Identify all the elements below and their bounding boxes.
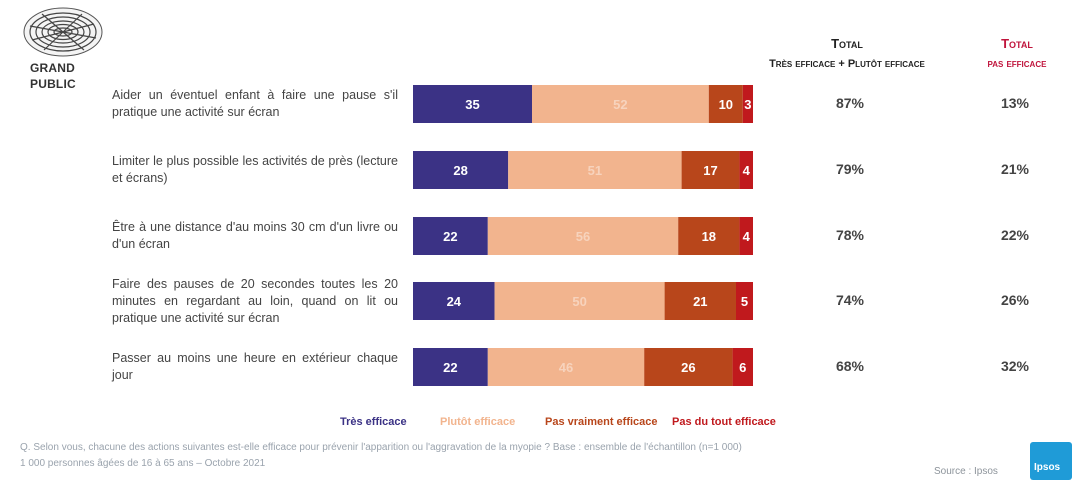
bar-segment [678,217,740,255]
bar-data-label: 35 [465,97,479,112]
total-efficace-header: Total Très efficace + Plutôt efficace [752,34,942,74]
bar-data-label: 24 [447,294,462,309]
bar-data-label: 52 [613,97,627,112]
bar-data-label: 22 [443,229,457,244]
bar-data-label: 6 [739,360,746,375]
bar-data-label: 28 [453,163,467,178]
total-efficace-title: Total [831,36,863,51]
total-efficace-value: 68% [835,358,865,374]
bar-segment [681,151,740,189]
bar-segment [487,348,645,386]
total-pas-efficace-subtitle: pas efficace [987,58,1047,70]
bar-data-label: 50 [572,294,586,309]
legend-item-pas-du-tout-efficace: Pas du tout efficace [672,416,776,428]
bar-data-label: 4 [743,229,751,244]
bar-segment [664,282,736,320]
bar-data-label: 10 [719,97,733,112]
bar-data-label: 17 [703,163,717,178]
total-efficace-subtitle: Très efficace + Plutôt efficace [769,58,925,70]
audience-label: GRAND PUBLIC [30,60,100,92]
bar-data-label: 4 [743,163,751,178]
row-label: Limiter le plus possible les activités d… [112,154,398,185]
bar-segment [413,151,509,189]
total-efficace-value: 79% [835,161,865,177]
bar-data-label: 46 [559,360,573,375]
row-label: Être à une distance d'au moins 30 cm d'u… [112,220,398,251]
footnote-sample: 1 000 personnes âgées de 16 à 65 ans – O… [20,458,266,469]
bar-segment [413,282,495,320]
total-pas-efficace-value: 21% [1000,161,1030,177]
bar-segment [739,217,753,255]
bar-data-label: 5 [741,294,748,309]
row-label: Aider un éventuel enfant à faire une pau… [112,88,398,119]
bar-segment [732,348,753,386]
audience-label-line2: PUBLIC [30,77,76,91]
legend-item-tres-efficace: Très efficace [340,416,407,428]
bar-data-label: 21 [693,294,707,309]
ipsos-logo: Ipsos [1030,442,1072,480]
ipsos-logo-text: Ipsos [1034,462,1061,473]
bar-data-label: 22 [443,360,457,375]
bar-segment [508,151,682,189]
total-pas-efficace-value: 26% [1000,292,1030,308]
bar-segment [736,282,753,320]
total-pas-efficace-header: Total pas efficace [962,34,1072,74]
bar-segment [494,282,665,320]
stacked-bar-chart: 35 52 10 3 28 51 17 4 22 56 18 4 24 50 21 5 22 46 26 6 [413,85,753,386]
brand-logo [23,7,103,57]
total-pas-efficace-title: Total [1001,36,1033,51]
total-efficace-value: 87% [835,95,865,111]
bar-segment [708,85,743,123]
bar-data-label: 26 [681,360,695,375]
bar-data-label: 51 [588,163,602,178]
legend-item-plutot-efficace: Plutôt efficace [440,416,516,428]
chart-legend: Très efficace Plutôt efficace Pas vraime… [0,412,1090,432]
bar-segment [487,217,679,255]
bar-segment [413,348,488,386]
total-pas-efficace-value: 22% [1000,227,1030,243]
total-efficace-value: 78% [835,227,865,243]
row-label: Passer au moins une heure en extérieur c… [112,351,398,382]
bar-segment [644,348,733,386]
bar-segment [739,151,753,189]
source-label: Source : Ipsos [934,466,998,477]
bar-segment [742,85,753,123]
footnote-question: Q. Selon vous, chacune des actions suiva… [20,442,742,453]
total-pas-efficace-value: 13% [1000,95,1030,111]
audience-label-line1: GRAND [30,61,75,75]
legend-item-pas-vraiment-efficace: Pas vraiment efficace [545,416,658,428]
row-label: Faire des pauses de 20 secondes toutes l… [112,276,398,325]
bar-data-label: 56 [576,229,590,244]
bar-data-label: 3 [744,97,751,112]
footnote: Q. Selon vous, chacune des actions suiva… [20,440,920,472]
bar-segment [532,85,709,123]
total-efficace-value: 74% [835,292,865,308]
total-pas-efficace-value: 32% [1000,358,1030,374]
bar-segment [413,217,488,255]
bar-segment [413,85,532,123]
bar-data-label: 18 [702,229,716,244]
